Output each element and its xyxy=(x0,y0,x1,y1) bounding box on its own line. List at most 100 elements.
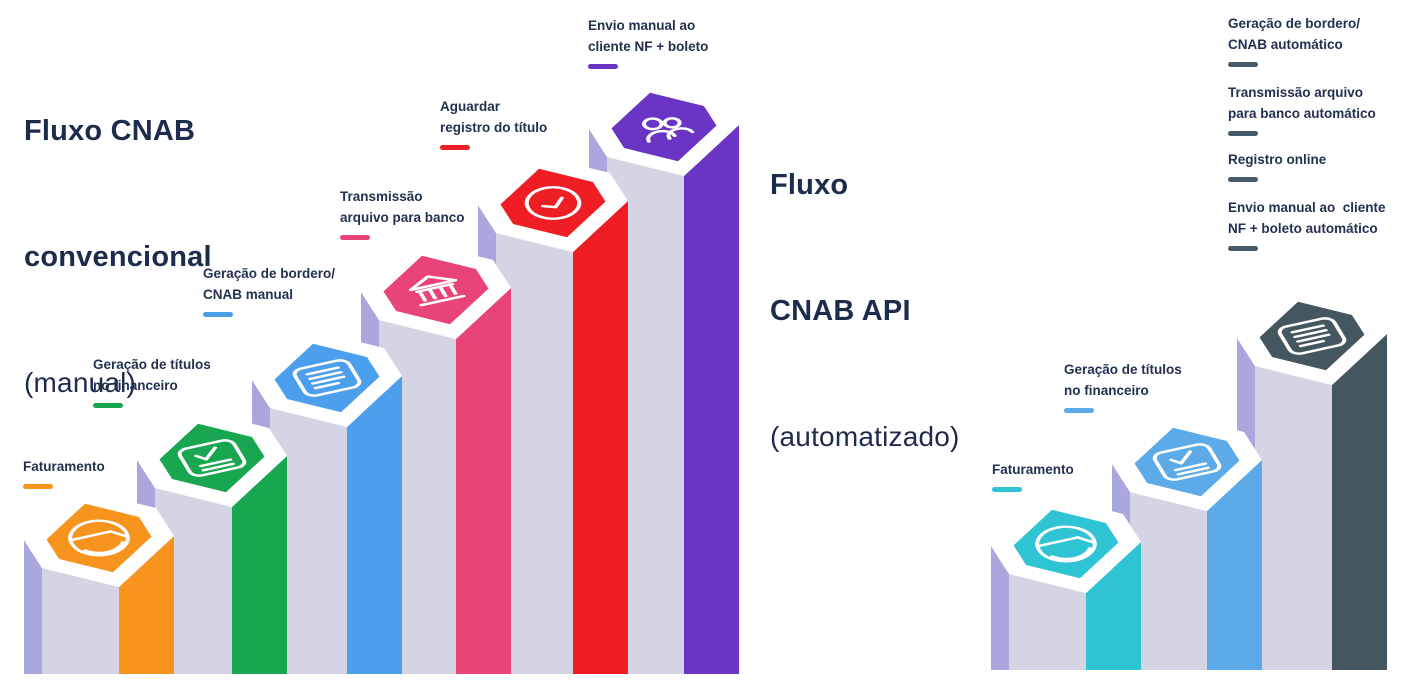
pillar-front-face xyxy=(1255,366,1332,670)
document-lines-icon-stroke xyxy=(1293,328,1328,339)
document-lines-icon-stroke xyxy=(1290,324,1325,334)
step-label-text: Aguardar xyxy=(440,99,501,114)
step-underline xyxy=(1228,62,1258,67)
wallet-icon-stroke xyxy=(70,530,113,542)
left-step-label-3: Geração de bordero/CNAB manual xyxy=(203,263,335,317)
step-label-text: Registro online xyxy=(1228,152,1327,167)
pillar-side-face xyxy=(684,125,739,674)
step-label-text: no financeiro xyxy=(93,378,178,393)
step-label-text: Geração de títulos xyxy=(93,357,211,372)
right-pillar-2 xyxy=(1112,413,1262,670)
right-step-label-1: Faturamento xyxy=(992,459,1074,492)
pillar-hex-top xyxy=(1134,427,1240,497)
left-step-label-5: Aguardar registro do título xyxy=(440,96,547,150)
left-title-subtitle: (manual) xyxy=(24,367,137,398)
right-step-label-2: Geração de títulos no financeiro xyxy=(1064,359,1182,413)
step-underline xyxy=(1228,131,1258,136)
document-lines-icon xyxy=(292,359,362,397)
right-pillar-1 xyxy=(991,495,1141,670)
people-icon-stroke xyxy=(666,127,695,140)
step-label-text: Geração de bordero/ xyxy=(1228,16,1361,31)
step-label-text: Faturamento xyxy=(992,462,1074,477)
right-title-line1: Fluxo xyxy=(770,169,849,201)
step-label-text: registro do título xyxy=(440,120,548,135)
left-step-label-1: Faturamento xyxy=(23,456,105,489)
clock-icon-stroke xyxy=(540,196,564,209)
wallet-icon xyxy=(1035,525,1097,563)
bank-icon-stroke xyxy=(417,290,428,302)
step-label-text: Envio manual ao xyxy=(588,18,696,33)
pillar-side-face xyxy=(347,376,402,674)
document-check-icon xyxy=(177,439,247,477)
document-check-icon-stroke xyxy=(1152,443,1222,481)
document-lines-icon-stroke xyxy=(311,375,346,385)
document-lines-icon-stroke xyxy=(1277,317,1347,355)
people-icon xyxy=(642,117,695,143)
pillar-hex-top xyxy=(1013,509,1119,579)
wallet-icon-stroke xyxy=(108,530,128,538)
left-step-label-6: Envio manual ao cliente NF + boleto xyxy=(588,15,708,69)
step-underline xyxy=(992,487,1022,492)
step-label-text: CNAB automático xyxy=(1228,37,1343,52)
right-title-line2: CNAB API xyxy=(770,295,911,327)
step-underline xyxy=(1228,246,1258,251)
clock-icon-stroke xyxy=(524,186,582,220)
document-lines-icon-stroke xyxy=(313,381,341,390)
step-underline xyxy=(440,145,470,150)
pillar-front-face xyxy=(1130,492,1207,670)
pillar-hex-top xyxy=(274,343,380,413)
document-check-icon-stroke xyxy=(194,446,218,461)
step-label-text: no financeiro xyxy=(1064,383,1149,398)
pillar-side-face xyxy=(456,288,511,674)
people-icon-stroke xyxy=(642,117,664,131)
document-check-icon-stroke xyxy=(1173,462,1208,472)
pillar-side-face xyxy=(232,456,287,674)
people-icon-stroke xyxy=(662,117,682,129)
bank-icon-stroke xyxy=(419,294,466,307)
legend-item-3: Registro online xyxy=(1228,149,1326,182)
left-title-line2: convencional xyxy=(24,241,212,273)
left-step-label-2: Geração de títulos no financeiro xyxy=(93,354,211,408)
left-title-line1: Fluxo CNAB xyxy=(24,115,196,147)
document-lines-icon-stroke xyxy=(1296,333,1331,343)
wallet-icon-stroke xyxy=(83,541,125,555)
document-check-icon-stroke xyxy=(1176,466,1210,476)
pillar-side-face xyxy=(119,536,174,674)
bank-icon-stroke xyxy=(427,288,437,300)
step-underline xyxy=(340,235,370,240)
wallet-icon-stroke xyxy=(1050,547,1092,561)
pillar-left-face xyxy=(24,540,42,674)
pillar-side-face xyxy=(573,201,628,674)
wallet-icon-stroke xyxy=(1037,536,1080,548)
step-underline xyxy=(23,484,53,489)
step-label-text: CNAB manual xyxy=(203,287,294,302)
pillar-hex-top xyxy=(159,423,265,493)
pillar-front-face xyxy=(270,408,347,674)
legend-item-2: Transmissão arquivo para banco automático xyxy=(1228,82,1376,136)
pillar-front-face xyxy=(42,568,119,674)
pillar-hex-top xyxy=(46,503,152,573)
wallet-icon xyxy=(68,519,130,557)
pillar-hex-top xyxy=(1259,301,1365,371)
pillar-side-face xyxy=(1332,334,1387,670)
left-pillar-1 xyxy=(24,489,174,674)
pillar-hex-top xyxy=(611,92,717,162)
pillar-front-face xyxy=(1009,574,1086,670)
step-label-text: Transmissão arquivo xyxy=(1228,85,1364,100)
people-icon-stroke xyxy=(646,129,677,143)
pillar-side-face xyxy=(1086,542,1141,670)
pillar-front-face xyxy=(496,233,573,674)
bank-icon-stroke xyxy=(438,286,448,298)
step-underline xyxy=(1064,408,1094,413)
left-pillar-2 xyxy=(137,409,287,674)
document-lines-icon xyxy=(1277,317,1347,355)
step-label-text: Geração de títulos xyxy=(1064,362,1182,377)
document-check-icon-stroke xyxy=(201,462,235,472)
step-label-text: para banco automático xyxy=(1228,106,1376,121)
wallet-icon-stroke xyxy=(68,519,130,557)
step-label-text: arquivo para banco xyxy=(340,210,465,225)
step-underline xyxy=(1228,177,1258,182)
wallet-icon-stroke xyxy=(1075,536,1095,544)
